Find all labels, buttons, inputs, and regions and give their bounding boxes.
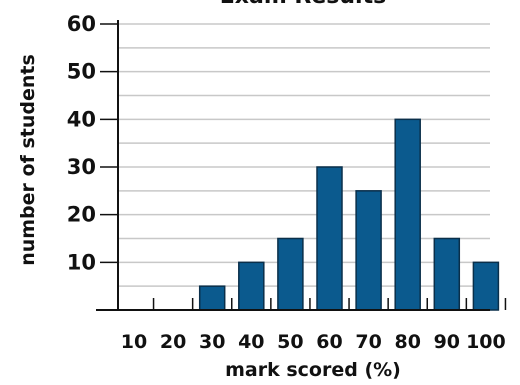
x-tick-label: 80: [394, 331, 420, 353]
bar-90: [433, 237, 461, 311]
chart-title: Exam Results: [220, 0, 386, 9]
x-tick-label: 100: [466, 331, 506, 353]
x-tick-label: 70: [355, 331, 381, 353]
bar-50: [277, 237, 304, 311]
y-axis-label: number of students: [17, 54, 39, 266]
y-tick-label: 40: [67, 107, 96, 131]
y-tick-label: 60: [67, 12, 96, 36]
y-tick-label: 50: [67, 60, 96, 84]
bar-30: [198, 285, 226, 311]
y-tick-label: 10: [67, 250, 96, 274]
x-tick-label: 20: [160, 331, 186, 353]
bar-40: [238, 261, 265, 311]
x-axis-label: mark scored (%): [225, 359, 401, 381]
x-tick-label: 50: [277, 331, 303, 353]
bar-60: [316, 166, 343, 311]
y-tick-label: 30: [67, 155, 96, 179]
x-tick-label: 40: [238, 331, 264, 353]
x-tick-labels: 10 20 30 40 50 60 70 80 90 100: [121, 331, 506, 353]
y-tick-label: 20: [67, 203, 96, 227]
y-tick-labels: 10 20 30 40 50 60: [67, 12, 118, 274]
x-tick-label: 90: [434, 331, 460, 353]
bars: [152, 118, 507, 311]
bar-70: [355, 190, 382, 311]
x-tick-label: 30: [199, 331, 225, 353]
x-tick-label: 60: [316, 331, 342, 353]
x-tick-label: 10: [121, 331, 147, 353]
grid-lines: [118, 23, 490, 287]
bar-100: [472, 261, 500, 311]
bar-80: [394, 118, 421, 311]
